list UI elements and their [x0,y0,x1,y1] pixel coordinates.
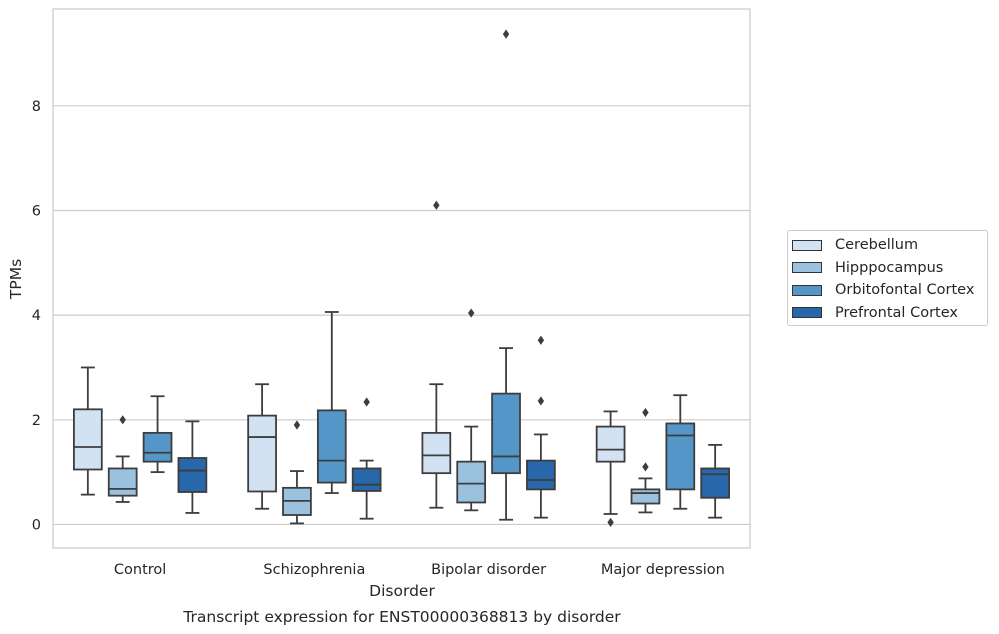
box [351,467,382,492]
box-hipppocampus [107,415,138,503]
outlier-point [607,517,614,527]
y-tick-label: 6 [32,203,41,219]
box [456,460,487,504]
x-tick-label: Control [114,562,166,578]
plot-frame [52,8,751,549]
box [177,457,208,493]
legend-label: Hipppocampus [835,259,944,276]
box [526,459,556,491]
y-tick-label: 2 [32,413,41,429]
legend-label: Orbitofontal Cortex [835,282,975,298]
box-prefrontal-cortex [351,397,382,520]
box [491,392,521,475]
box-cerebellum [421,200,452,509]
box-hipppocampus [456,308,487,512]
outlier-point [537,335,545,345]
outlier-point [293,420,301,430]
x-tick-labels: Control Schizophrenia Bipolar disorder Majo… [114,562,725,578]
y-axis-title: TPMs [7,259,25,300]
box-orbitofontal-cortex [665,394,696,510]
outlier-point [363,397,370,407]
box [630,488,661,505]
box-plot-marks [73,29,730,527]
y-tick-label: 0 [32,517,41,533]
box-orbitofontal-cortex [491,29,521,521]
box [700,467,730,499]
legend-label: Cerebellum [835,237,919,253]
x-tick-label: Major depression [601,562,725,578]
box [421,431,452,475]
box [316,409,347,484]
legend-swatch [792,239,822,251]
legend: Cerebellum Hipppocampus Orbitofontal Corte… [787,230,988,326]
box-prefrontal-cortex [526,335,556,519]
box-cerebellum [247,383,277,510]
legend-swatch [792,307,822,318]
box-hipppocampus [282,420,312,525]
legend-label: Prefrontal Cortex [835,304,958,321]
y-tick-label: 4 [32,308,41,324]
box-cerebellum [73,366,103,496]
box [247,414,277,493]
x-tick-label: Schizophrenia [263,562,365,578]
x-tick-label: Bipolar disorder [431,562,546,578]
y-tick-label: 8 [32,99,41,115]
legend-item: Hipppocampus [792,259,943,277]
box [73,408,103,471]
x-axis-title: Disorder [369,582,435,600]
box [595,425,626,463]
box [142,431,173,463]
box-cerebellum [595,410,626,527]
box-prefrontal-cortex [700,444,730,519]
legend-item: Orbitofontal Cortex [792,281,974,299]
outlier-point [468,308,475,318]
outlier-point [537,396,545,406]
box-prefrontal-cortex [177,420,208,514]
legend-item: Cerebellum [792,236,918,254]
legend-swatch [792,284,822,296]
y-tick-labels: 0 2 4 6 8 [32,99,41,534]
box-orbitofontal-cortex [142,395,173,474]
outlier-point [119,415,126,425]
chart-title: Transcript expression for ENST0000036881… [182,608,621,626]
gridlines [53,105,750,526]
legend-swatch [792,262,822,273]
outlier-point [433,200,440,210]
box-orbitofontal-cortex [316,311,347,494]
box [665,422,696,491]
box [107,467,138,497]
box-hipppocampus [630,407,661,514]
outlier-point [642,407,649,418]
outlier-point [642,462,649,472]
outlier-point [502,29,510,39]
legend-item: Prefrontal Cortex [792,304,958,322]
